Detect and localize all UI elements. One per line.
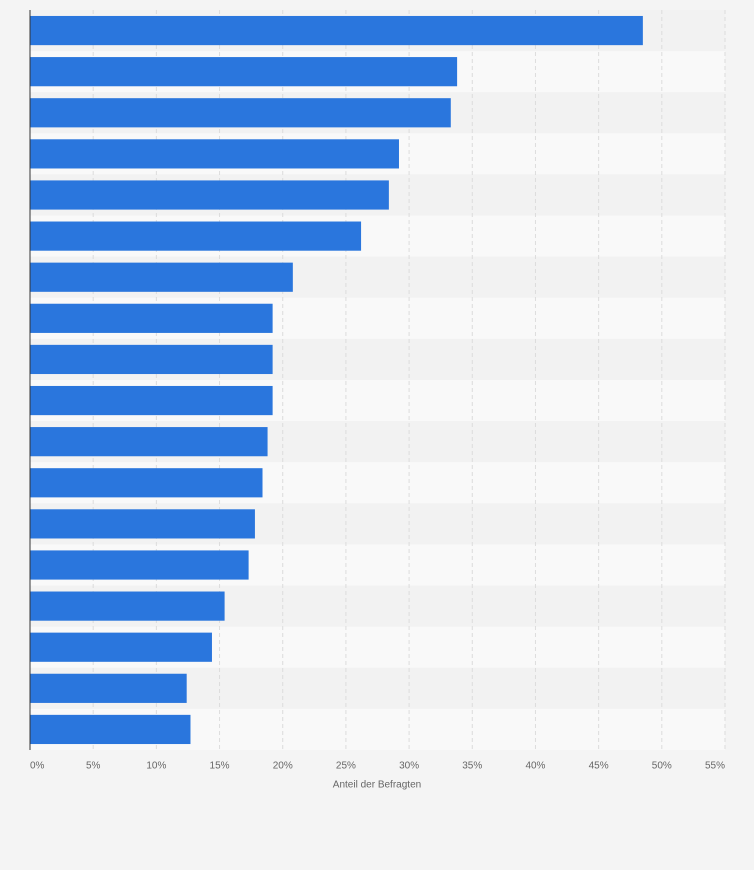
bar bbox=[30, 673, 187, 703]
bar bbox=[30, 139, 399, 169]
x-tick-label: 45% bbox=[589, 761, 609, 772]
bar bbox=[30, 632, 212, 662]
bar bbox=[30, 344, 273, 375]
x-tick-label: 25% bbox=[336, 761, 356, 772]
bar bbox=[30, 221, 362, 251]
x-tick-label: 55% bbox=[705, 761, 725, 772]
bar bbox=[30, 550, 249, 580]
bar bbox=[30, 303, 273, 333]
x-tick-label: 30% bbox=[399, 761, 419, 772]
bar bbox=[30, 262, 293, 292]
x-tick-label: 15% bbox=[210, 761, 230, 772]
x-tick-label: 35% bbox=[462, 761, 482, 772]
x-tick-label: 5% bbox=[86, 761, 101, 772]
bar bbox=[30, 15, 643, 46]
x-tick-label: 50% bbox=[652, 761, 672, 772]
bar bbox=[30, 57, 458, 87]
bar bbox=[30, 180, 389, 210]
x-tick-label: 0% bbox=[30, 761, 45, 772]
bar bbox=[30, 714, 191, 745]
x-axis-label: Anteil der Befragten bbox=[333, 780, 421, 791]
bar bbox=[30, 427, 268, 457]
bar bbox=[30, 591, 225, 621]
x-tick-label: 40% bbox=[525, 761, 545, 772]
bar bbox=[30, 98, 451, 128]
bar bbox=[30, 468, 263, 498]
bar bbox=[30, 385, 273, 416]
x-tick-label: 20% bbox=[273, 761, 293, 772]
x-tick-label: 10% bbox=[146, 761, 166, 772]
bar bbox=[30, 509, 255, 539]
